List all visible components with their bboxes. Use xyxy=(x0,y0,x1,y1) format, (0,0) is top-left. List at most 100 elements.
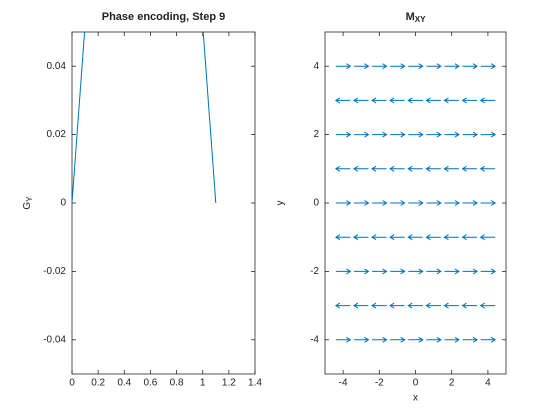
arrow xyxy=(444,336,460,343)
arrow xyxy=(353,63,370,70)
arrow xyxy=(461,165,478,172)
arrow xyxy=(444,131,460,138)
y-tick-label: 0 xyxy=(313,198,319,209)
arrow xyxy=(461,234,478,241)
x-axis-label: x xyxy=(413,393,418,404)
x-tick-label: 1 xyxy=(200,378,206,389)
y-tick-label: -4 xyxy=(310,334,319,345)
arrow xyxy=(371,165,387,172)
arrow xyxy=(389,97,405,104)
arrow xyxy=(479,302,496,309)
title-text: Phase encoding, Step 9 xyxy=(102,11,225,23)
y-label-subscript: Y xyxy=(25,196,34,202)
arrow xyxy=(462,336,478,343)
arrow xyxy=(408,200,424,206)
arrow xyxy=(353,165,369,172)
y-tick-label: 2 xyxy=(313,129,319,140)
x-tick-label: 0.2 xyxy=(91,378,105,389)
arrow xyxy=(480,131,497,138)
x-tick-label: 1.2 xyxy=(222,378,236,389)
arrow xyxy=(479,165,496,172)
x-tick-label: 4 xyxy=(485,378,491,389)
y-axis-label: GY xyxy=(22,196,34,210)
x-tick-label: 0.8 xyxy=(170,378,184,389)
y-tick-label: 0 xyxy=(60,198,66,209)
line-series xyxy=(72,32,217,204)
x-tick-label: 0.4 xyxy=(117,378,131,389)
arrow xyxy=(443,302,459,309)
arrow xyxy=(372,63,388,70)
arrow xyxy=(372,131,388,138)
arrow xyxy=(426,63,442,70)
arrow xyxy=(372,268,388,275)
arrow xyxy=(372,336,388,343)
y-tick-label: 0.02 xyxy=(47,129,67,140)
y-axis-label: y xyxy=(275,201,286,206)
arrow xyxy=(353,131,370,138)
arrow xyxy=(462,268,478,275)
arrow xyxy=(335,63,352,70)
arrow xyxy=(461,302,478,309)
y-tick-label: 0.04 xyxy=(47,61,67,72)
arrow xyxy=(389,302,405,309)
arrow xyxy=(408,63,424,70)
x-tick-label: -2 xyxy=(375,378,384,389)
arrow xyxy=(479,234,496,241)
x-tick-label: 0.6 xyxy=(143,378,157,389)
y-tick-label: -0.02 xyxy=(43,266,66,277)
arrow xyxy=(425,97,441,104)
plot-area xyxy=(334,63,497,343)
arrow xyxy=(390,63,406,70)
arrow xyxy=(407,234,423,241)
arrow xyxy=(353,302,369,309)
arrow xyxy=(480,268,497,275)
arrow xyxy=(443,97,459,104)
arrow xyxy=(334,234,351,241)
arrow xyxy=(462,63,478,70)
arrow xyxy=(408,336,424,343)
arrow xyxy=(443,165,459,172)
arrow xyxy=(390,336,406,343)
arrow xyxy=(407,165,423,172)
arrow xyxy=(408,268,424,275)
arrow xyxy=(444,268,460,275)
arrow xyxy=(353,200,370,206)
y-label-text: G xyxy=(22,202,33,210)
x-tick-label: 1.4 xyxy=(248,378,262,389)
arrow xyxy=(353,336,370,343)
arrow xyxy=(334,165,351,172)
arrow xyxy=(462,131,478,138)
plot-area xyxy=(72,32,217,204)
arrow xyxy=(390,200,406,206)
arrow xyxy=(425,234,441,241)
arrow xyxy=(371,302,387,309)
arrow xyxy=(353,268,370,275)
arrow xyxy=(353,234,369,241)
arrow xyxy=(335,131,352,138)
x-tick-label: 2 xyxy=(449,378,455,389)
x-tick-label: 0 xyxy=(413,378,419,389)
arrow xyxy=(353,97,369,104)
x-tick-label: 0 xyxy=(69,378,75,389)
y-label-text: y xyxy=(275,201,286,206)
y-tick-label: -2 xyxy=(310,266,319,277)
arrow xyxy=(371,234,387,241)
arrow xyxy=(389,234,405,241)
arrow xyxy=(334,97,351,104)
arrow xyxy=(479,97,496,104)
arrow xyxy=(426,131,442,138)
arrow xyxy=(390,131,406,138)
y-tick-label: -0.04 xyxy=(43,334,66,345)
arrow xyxy=(444,63,460,70)
arrow xyxy=(462,200,478,206)
arrow xyxy=(480,200,497,206)
arrow xyxy=(372,200,388,206)
arrow xyxy=(408,131,424,138)
arrow xyxy=(335,268,352,275)
arrow xyxy=(425,165,441,172)
arrow xyxy=(426,336,442,343)
title-subscript: XY xyxy=(415,15,426,24)
arrow xyxy=(389,165,405,172)
arrow xyxy=(335,336,352,343)
